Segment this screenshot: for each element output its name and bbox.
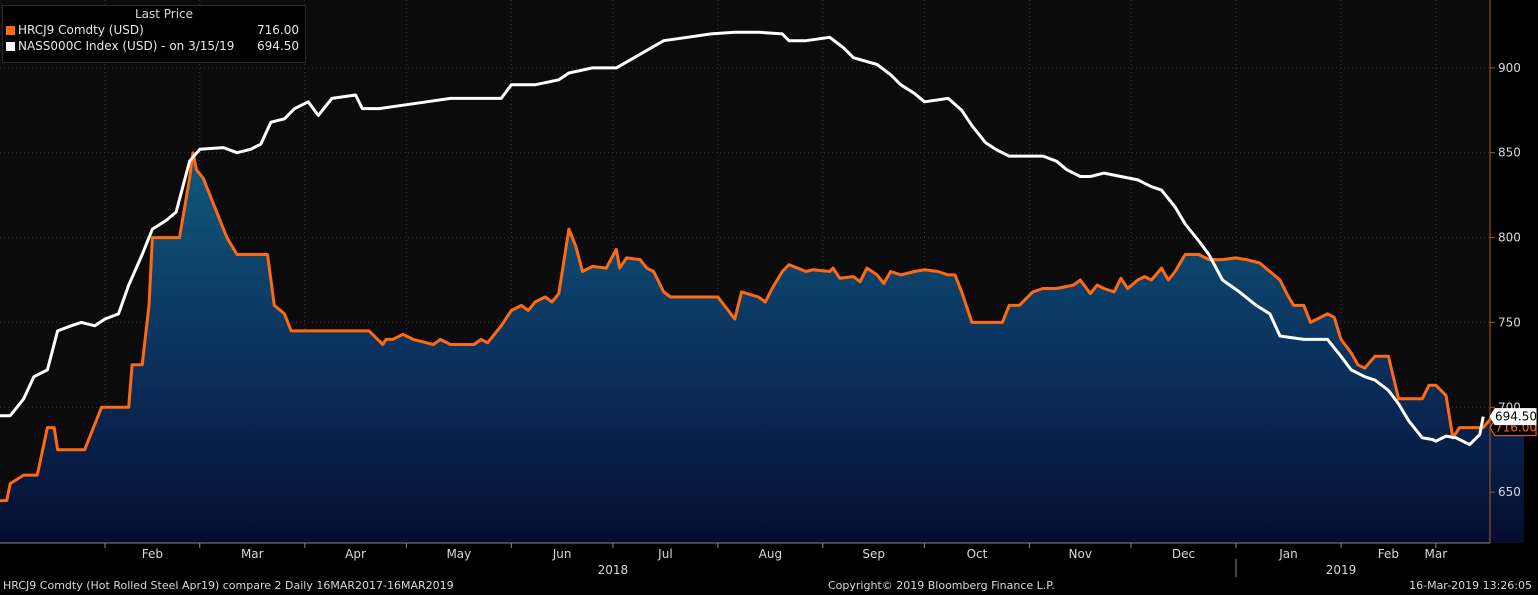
series-area-0	[0, 152, 1524, 543]
x-tick-label: Nov	[1069, 547, 1092, 561]
x-tick-label: Feb	[142, 547, 163, 561]
series-line-1	[0, 30, 1485, 447]
x-tick-label: Jun	[552, 547, 572, 561]
x-tick-label: Mar	[1424, 547, 1447, 561]
legend: Last Price HRCJ9 Comdty (USD) 716.00 NAS…	[2, 5, 306, 63]
x-tick-label: May	[446, 547, 471, 561]
x-tick-label: Sep	[862, 547, 885, 561]
y-tick-label: 850	[1498, 146, 1521, 160]
y-tick-label: 900	[1498, 61, 1521, 75]
footer-timestamp: 16-Mar-2019 13:26:05	[1409, 579, 1532, 592]
legend-item-nass000c: NASS000C Index (USD) - on 3/15/19 694.50	[3, 38, 305, 54]
axis-layer	[0, 0, 1491, 544]
legend-swatch-hrcj9	[6, 25, 15, 35]
legend-value-nass000c: 694.50	[257, 39, 299, 53]
series-line-0	[0, 151, 1525, 503]
x-tick-label: Jan	[1278, 547, 1298, 561]
x-tick-label: Mar	[241, 547, 264, 561]
footer-copyright: Copyright© 2019 Bloomberg Finance L.P.	[828, 579, 1055, 592]
x-tick-label: Dec	[1172, 547, 1195, 561]
y-tick-label: 800	[1498, 231, 1521, 245]
x-year-label: 2019	[1326, 563, 1357, 577]
footer-description: HRCJ9 Comdty (Hot Rolled Steel Apr19) co…	[3, 579, 454, 592]
legend-value-hrcj9: 716.00	[257, 23, 299, 37]
last-value-text: 694.50	[1495, 410, 1537, 424]
legend-swatch-nass000c	[6, 41, 15, 51]
legend-label-nass000c: NASS000C Index (USD) - on 3/15/19	[18, 39, 235, 53]
x-tick-label: Jul	[657, 547, 672, 561]
x-year-label: 2018	[598, 563, 629, 577]
legend-header: Last Price	[134, 7, 194, 21]
x-tick-label: Apr	[345, 547, 366, 561]
y-tick-label: 750	[1498, 315, 1521, 329]
x-ticks: Feb Mar Apr May Jun Jul Aug Sep Oct Nov Dec Jan Feb M…	[104, 543, 1447, 577]
x-tick-label: Oct	[967, 547, 988, 561]
last-value-label-1: 694.50	[1489, 408, 1537, 426]
area-layer	[0, 152, 1524, 543]
x-tick-label: Aug	[759, 547, 782, 561]
line-layer	[0, 30, 1525, 503]
x-tick-label: Feb	[1378, 547, 1399, 561]
last-value-box	[1489, 408, 1537, 426]
legend-item-hrcj9: HRCJ9 Comdty (USD) 716.00	[3, 22, 305, 38]
legend-label-hrcj9: HRCJ9 Comdty (USD)	[18, 23, 144, 37]
y-tick-label: 650	[1498, 485, 1521, 499]
